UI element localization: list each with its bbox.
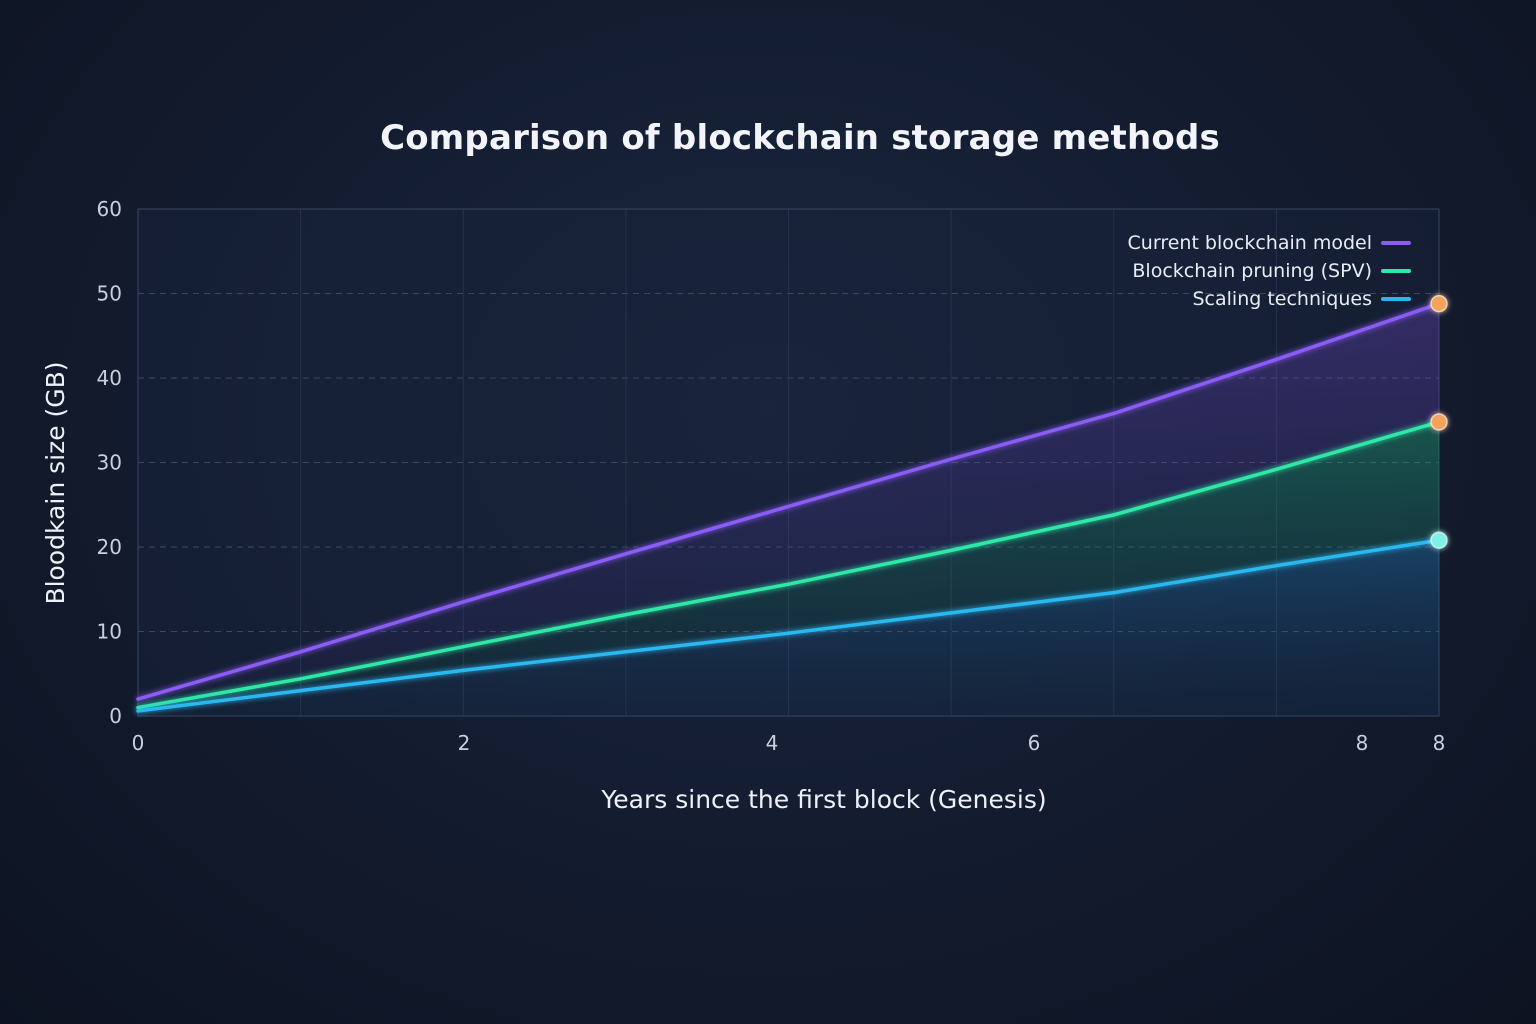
series-end-markers xyxy=(1430,294,1448,549)
x-axis-ticks: 0 2 4 6 8 8 xyxy=(132,731,1446,755)
series-lines xyxy=(136,301,1441,713)
y-tick-label: 10 xyxy=(97,620,122,644)
series-area xyxy=(138,421,1439,711)
legend-label: Scaling techniques xyxy=(1193,288,1373,310)
series-end-marker xyxy=(1430,413,1448,431)
x-tick-label: 8 xyxy=(1356,731,1369,755)
x-tick-label: 2 xyxy=(458,731,471,755)
y-tick-label: 60 xyxy=(97,197,122,221)
chart-title: Comparison of blockchain storage methods xyxy=(380,118,1220,158)
x-axis-title: Years since the first block (Genesis) xyxy=(600,785,1046,814)
x-tick-label: 8 xyxy=(1433,731,1446,755)
y-tick-label: 50 xyxy=(97,282,122,306)
series-end-marker xyxy=(1430,294,1448,313)
y-tick-label: 20 xyxy=(97,535,122,559)
x-tick-label: 0 xyxy=(132,731,145,755)
series-line xyxy=(136,420,1441,710)
y-tick-label: 40 xyxy=(97,366,122,390)
legend: Current blockchain model Blockchain pruni… xyxy=(1128,232,1411,310)
y-tick-label: 0 xyxy=(109,704,122,728)
legend-label: Current blockchain model xyxy=(1128,232,1372,254)
x-tick-label: 6 xyxy=(1028,731,1041,755)
legend-label: Blockchain pruning (SPV) xyxy=(1132,260,1372,282)
series-line xyxy=(136,301,1441,701)
y-axis-title: Bloodkain size (GB) xyxy=(41,361,70,604)
series-end-marker xyxy=(1430,531,1448,549)
y-axis-ticks: 0 10 20 30 40 50 60 xyxy=(97,197,122,728)
series-area xyxy=(138,303,1439,708)
x-tick-label: 4 xyxy=(766,731,779,755)
series-line xyxy=(136,538,1441,713)
y-tick-label: 30 xyxy=(97,451,122,475)
